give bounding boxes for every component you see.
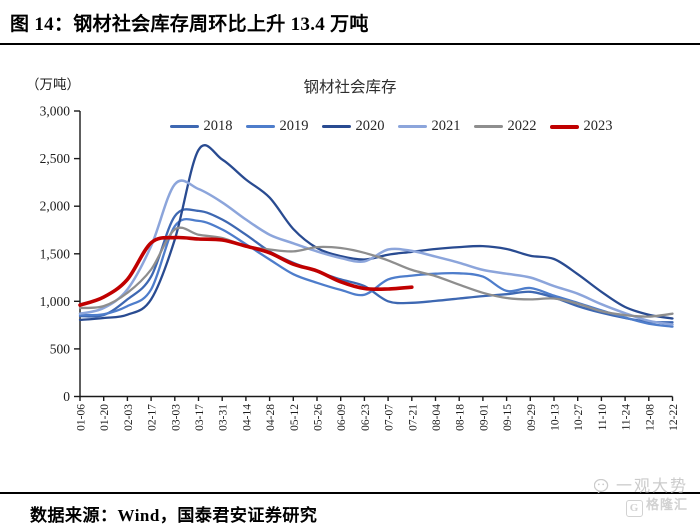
x-tick-label: 03-17 (194, 404, 206, 431)
x-tick-label: 04-14 (241, 404, 253, 431)
figure-title: 图 14：钢材社会库存周环比上升 13.4 万吨 (0, 0, 700, 45)
x-tick-label: 03-03 (170, 404, 182, 431)
legend-item-2019: 2019 (245, 118, 309, 135)
y-tick-label: 1,000 (40, 294, 71, 309)
legend-label-2022: 2022 (507, 118, 537, 134)
legend-item-2021: 2021 (397, 118, 461, 135)
legend-swatch-2020 (321, 125, 351, 128)
y-tick-label: 2,000 (40, 199, 71, 214)
series-line-2023 (78, 235, 414, 307)
x-tick-label: 05-26 (313, 404, 325, 431)
x-tick-label: 02-17 (147, 404, 159, 431)
x-tick-label: 01-06 (76, 404, 88, 431)
series-line-2018 (78, 208, 674, 324)
legend-label-2020: 2020 (355, 118, 385, 134)
gelonghui-logo-icon: G (625, 499, 643, 517)
x-tick-label: 12-22 (668, 404, 680, 431)
x-tick-label: 11-10 (597, 404, 609, 431)
legend-item-2022: 2022 (473, 118, 537, 135)
y-tick-label: 3,000 (40, 104, 71, 119)
y-axis-unit-label: （万吨） (26, 77, 80, 92)
x-tick-label: 07-21 (407, 404, 419, 431)
legend-swatch-2022 (473, 125, 503, 128)
x-tick-label: 02-03 (123, 404, 135, 431)
chart-legend: 2018 2019 2020 2021 2022 2023 (41, 118, 700, 135)
data-source-text: 数据来源：Wind，国泰君安证券研究 (30, 506, 318, 525)
legend-swatch-2018 (169, 125, 199, 128)
y-tick-label: 2,500 (40, 151, 71, 166)
legend-item-2023: 2023 (549, 118, 613, 135)
legend-label-2019: 2019 (279, 118, 309, 134)
y-tick-label: 500 (50, 341, 71, 356)
x-tick-label: 08-04 (431, 404, 443, 431)
chart-svg: 0 500 1,000 1,500 2,000 2,500 3,000 01-06 01-20 0… (40, 104, 680, 431)
x-tick-label: 09-29 (526, 404, 538, 431)
legend-swatch-2021 (397, 125, 427, 128)
x-tick-label: 07-07 (384, 404, 396, 431)
x-tick-label: 05-12 (289, 404, 301, 431)
chart-area: （万吨） 钢材社会库存 2018 2019 2020 2021 2022 2023 0 50… (0, 60, 700, 470)
legend-swatch-2019 (245, 125, 275, 128)
x-tick-label: 01-20 (99, 404, 111, 431)
x-tick-label: 03-31 (218, 404, 230, 431)
footer: 数据来源：Wind，国泰君安证券研究 一观大势 G 格隆汇 (0, 478, 700, 532)
chart-title: 钢材社会库存 (303, 79, 397, 96)
x-tick-label: 09-15 (502, 404, 514, 431)
legend-swatch-2023 (549, 124, 579, 129)
watermark-account-name: 一观大势 (615, 478, 688, 495)
x-tick-label: 04-28 (265, 404, 277, 431)
watermark-account-row: 一观大势 (593, 478, 688, 496)
legend-item-2020: 2020 (321, 118, 385, 135)
y-tick-label: 0 (63, 389, 70, 404)
axis-lines (79, 111, 673, 398)
legend-label-2021: 2021 (431, 118, 461, 134)
watermark-logo-row: G 格隆汇 (594, 496, 688, 517)
x-tick-label: 10-27 (573, 404, 585, 431)
watermark-logo-text: 格隆汇 (645, 496, 688, 512)
x-tick-label: 06-23 (360, 404, 372, 431)
x-tick-label: 12-08 (644, 404, 656, 431)
y-tick-label: 1,500 (40, 246, 71, 261)
legend-label-2018: 2018 (203, 118, 233, 134)
series-line-2021 (78, 179, 674, 326)
x-tick-label: 09-01 (478, 404, 490, 431)
series-line-2022 (78, 226, 674, 318)
watermark: 一观大势 G 格隆汇 (593, 478, 688, 517)
legend-label-2023: 2023 (583, 118, 613, 134)
x-tick-label: 10-13 (550, 404, 562, 431)
legend-item-2018: 2018 (169, 118, 233, 135)
x-tick-label: 11-24 (621, 404, 633, 431)
x-tick-label: 06-09 (336, 404, 348, 431)
wechat-icon (593, 479, 609, 494)
x-tick-label: 08-18 (455, 404, 467, 431)
